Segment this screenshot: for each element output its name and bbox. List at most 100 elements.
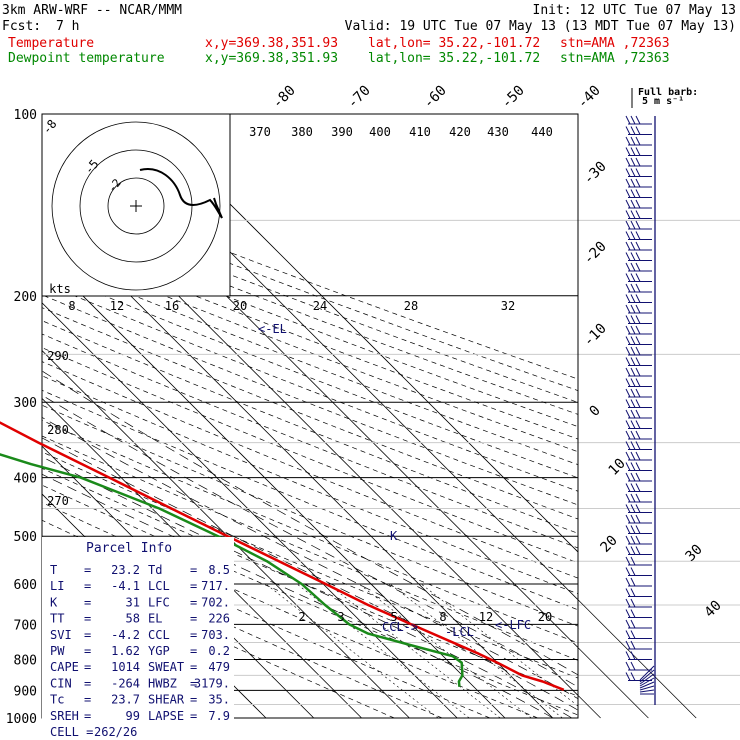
parcel-param-name: SREH — [50, 709, 79, 723]
wind-barb-flag — [630, 399, 636, 408]
wind-barb-flag — [625, 346, 631, 356]
parcel-param-name: TT — [50, 612, 64, 626]
pressure-tick-label: 900 — [14, 684, 37, 699]
wind-barb-flag — [630, 157, 636, 167]
wind-barb-flag — [635, 493, 641, 503]
wind-barb — [625, 420, 652, 429]
wind-scale-label: 32 — [501, 299, 515, 313]
legend-dewpoint-latlon: lat,lon= 35.22,-101.72 — [368, 51, 540, 66]
wind-barb-flag — [630, 430, 636, 440]
surface-wind-barb — [639, 677, 655, 687]
temperature-label: 10 — [606, 456, 629, 479]
wind-barb — [625, 409, 652, 419]
wind-barb — [625, 546, 652, 555]
wind-barb-flag — [625, 315, 631, 324]
parcel-param-name: SHEAR — [148, 693, 185, 707]
parcel-param-equals: = — [84, 660, 91, 674]
wind-barb-flag — [625, 126, 631, 135]
wind-barb-flag — [625, 451, 631, 461]
parcel-param-value: 58 — [126, 612, 140, 626]
parcel-cell-value: 262/26 — [94, 725, 137, 739]
temperature-label: 20 — [598, 533, 621, 556]
wind-barb-flag — [625, 178, 631, 188]
parcel-param-equals: = — [84, 709, 91, 723]
wind-barb — [625, 493, 652, 503]
wind-barb — [625, 514, 652, 524]
wind-scale-label: kts — [49, 282, 71, 296]
wind-barb-flag — [630, 420, 636, 429]
wind-barb-flag — [630, 462, 636, 471]
pressure-tick-label: 1000 — [6, 712, 37, 727]
height-label: 290 — [47, 349, 69, 363]
legend-temperature-latlon: lat,lon= 35.22,-101.72 — [368, 36, 540, 51]
parcel-param-equals: = — [190, 563, 197, 577]
wind-barb-flag — [635, 546, 641, 555]
parcel-param-equals: = — [190, 644, 197, 658]
moist-adiabat-line — [42, 473, 553, 719]
wind-barb-flag — [630, 252, 636, 261]
hodograph-ring — [79, 149, 193, 263]
wind-barb-flag — [625, 504, 631, 513]
mixing-ratio-label: 8 — [439, 610, 446, 624]
wind-barb-flag — [625, 409, 631, 419]
parcel-param-equals: = — [84, 579, 91, 593]
wind-barb-flag — [630, 661, 636, 671]
wind-barb-flag — [630, 346, 636, 356]
wind-barb-flag — [625, 546, 631, 555]
sounding-curves — [0, 421, 565, 691]
wind-barb-flag — [630, 357, 636, 366]
wind-barb — [625, 651, 652, 660]
wind-barb-flag — [625, 252, 631, 261]
wind-barb-flag — [635, 210, 641, 219]
wind-barb — [625, 210, 652, 219]
parcel-param-value: 703. — [201, 628, 230, 642]
wind-barb — [625, 294, 652, 303]
wind-barb-flag — [630, 241, 636, 251]
mixing-ratio-label: 20 — [538, 610, 552, 624]
parcel-param-value: 0.2 — [208, 644, 230, 658]
parcel-param-name: LCL — [148, 579, 170, 593]
parcel-param-name: PW — [50, 644, 65, 658]
ccl-annotation: CCL-> — [382, 620, 418, 634]
mixing-ratio-line — [389, 583, 563, 719]
mixing-ratio-label: 12 — [479, 610, 493, 624]
parcel-param-equals: = — [190, 628, 197, 642]
parcel-param-equals: = — [84, 693, 91, 707]
parcel-param-name: LAPSE — [148, 709, 184, 723]
wind-barb — [625, 304, 652, 314]
wind-scale-label: 12 — [110, 299, 124, 313]
wind-barb-flag — [635, 367, 641, 377]
parcel-param-equals: = — [190, 595, 197, 609]
wind-barb-flag — [630, 178, 636, 188]
pressure-tick-label: 200 — [14, 290, 37, 305]
wind-barb — [625, 556, 652, 566]
wind-barb-flag — [635, 273, 641, 282]
wind-barb-flag — [625, 598, 631, 608]
parcel-param-name: CCL — [148, 628, 170, 642]
wind-barb — [625, 577, 652, 587]
wind-barb — [625, 472, 652, 482]
parcel-param-value: -4.2 — [111, 628, 140, 642]
wind-barb-flag — [630, 493, 636, 503]
lcl-annotation: -LCL — [445, 625, 474, 639]
wind-scale-label: 28 — [404, 299, 418, 313]
header: 3km ARW-WRF -- NCAR/MMM Init: 12 UTC Tue… — [2, 3, 736, 34]
wind-barb — [625, 630, 652, 639]
wind-barb-flag — [625, 588, 631, 597]
parcel-param-equals: = — [190, 709, 197, 723]
parcel-info-box: Parcel Info T = 23.2 Td = 8.5 LI = -4.1 LCL = 717. K… — [42, 537, 234, 739]
height-label: 280 — [47, 423, 69, 437]
hodograph: -8-5-2 — [40, 113, 231, 297]
wind-scale-label: 24 — [313, 299, 327, 313]
temperature-label: 0 — [587, 403, 604, 420]
temperature-label: -40 — [575, 83, 604, 112]
pressure-tick-label: 500 — [14, 530, 37, 545]
wind-barb-flag — [625, 567, 631, 576]
parcel-param-value: 226 — [208, 612, 230, 626]
parcel-info-rows: T = 23.2 Td = 8.5 LI = -4.1 LCL = 717. K = 31 LFC = 702. T… — [50, 563, 230, 739]
wind-barb-flag — [625, 199, 631, 209]
parcel-param-value: 23.7 — [111, 693, 140, 707]
surface-wind-barb — [639, 681, 655, 689]
wind-barb-flag — [635, 430, 641, 440]
temperature-label: -70 — [345, 83, 374, 112]
